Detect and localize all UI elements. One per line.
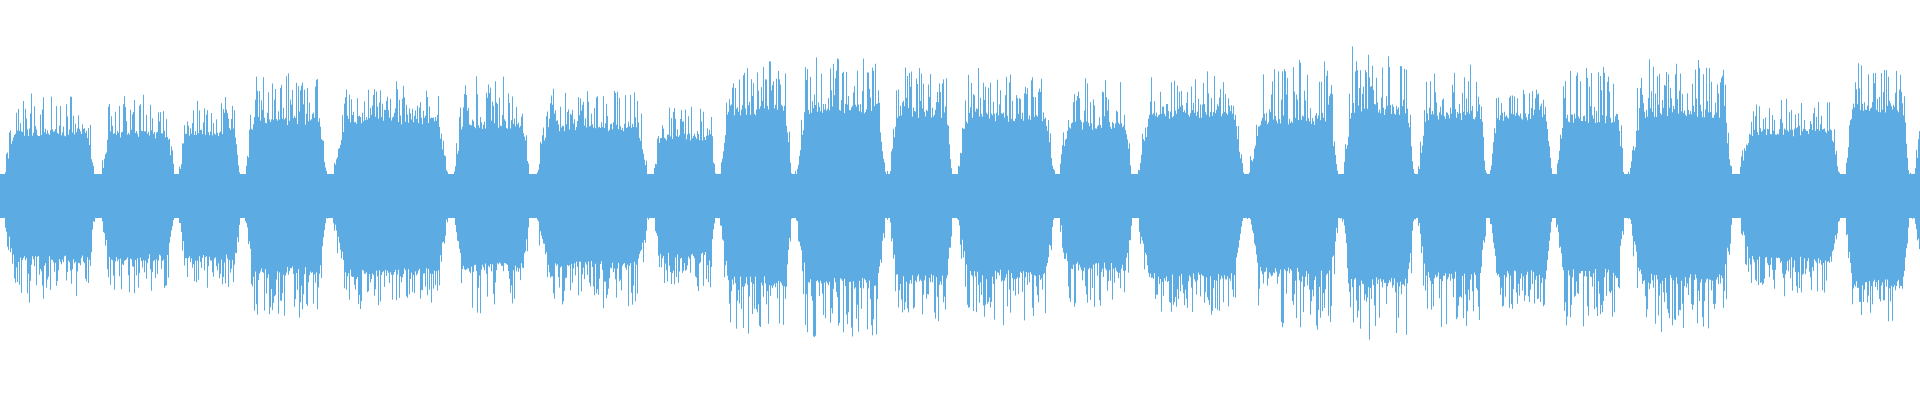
- waveform-core: [0, 174, 1920, 218]
